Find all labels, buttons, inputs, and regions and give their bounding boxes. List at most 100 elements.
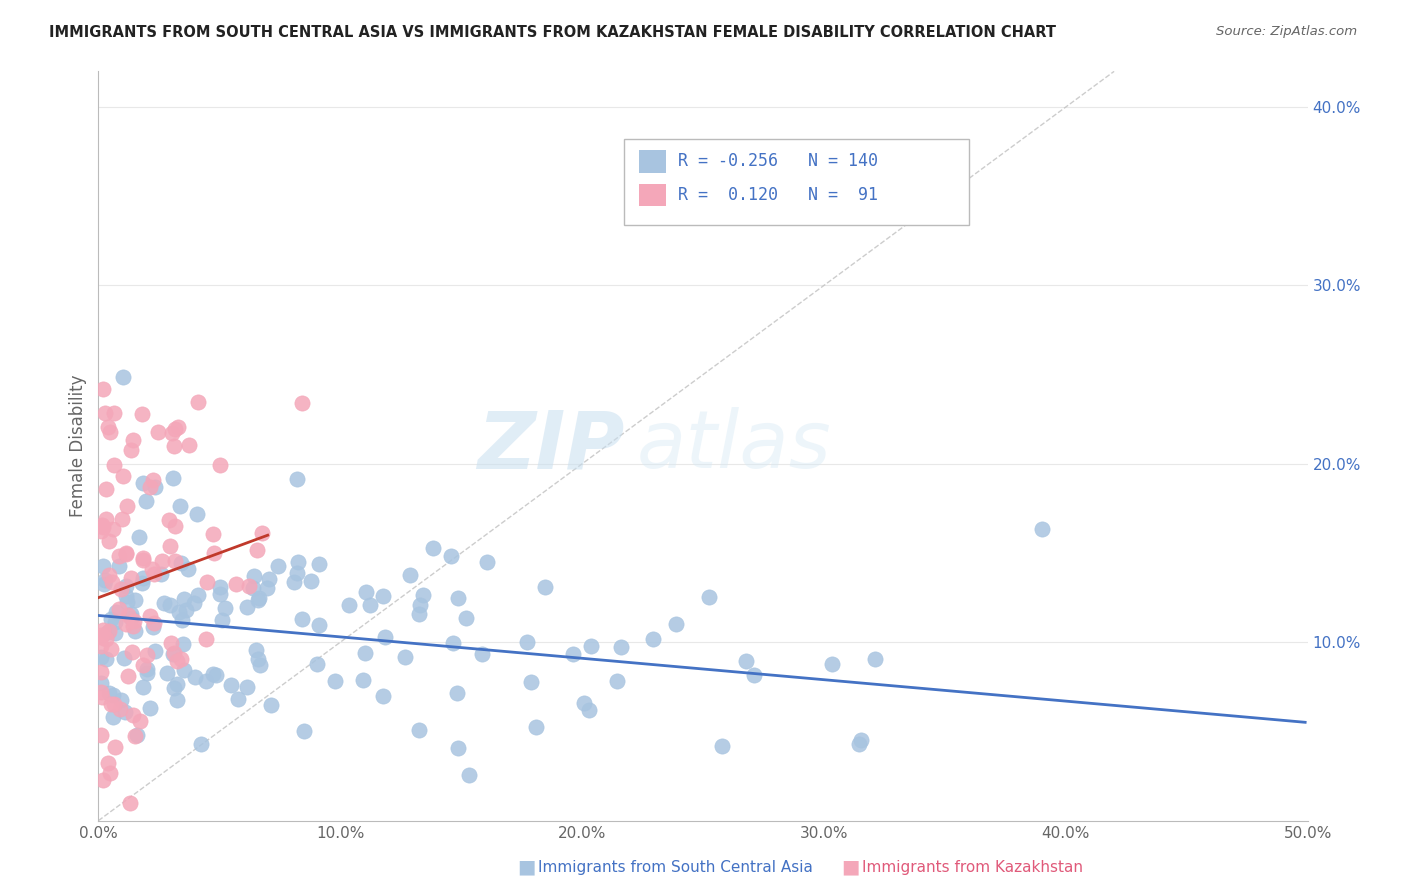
Point	[202, 546, 225, 560]
Point	[98, 425, 121, 439]
Point	[267, 558, 290, 573]
Point	[115, 589, 138, 603]
Point	[159, 539, 181, 553]
Point	[120, 442, 142, 457]
Point	[121, 645, 143, 659]
Point	[197, 574, 219, 589]
Point	[136, 648, 159, 663]
Point	[246, 652, 269, 666]
Point	[104, 626, 127, 640]
Point	[138, 479, 160, 493]
Point	[94, 406, 117, 420]
Point	[100, 612, 122, 626]
Point	[131, 575, 153, 590]
Point	[183, 596, 205, 610]
Point	[371, 589, 394, 603]
Point	[422, 541, 444, 556]
Point	[117, 607, 139, 622]
Point	[163, 646, 186, 660]
Point	[131, 475, 153, 490]
Point	[131, 407, 153, 421]
Point	[115, 548, 138, 562]
Point	[194, 632, 217, 646]
Point	[337, 598, 360, 612]
Point	[160, 426, 183, 441]
Point	[132, 571, 155, 585]
Point	[94, 651, 117, 665]
Point	[100, 642, 122, 657]
Point	[211, 613, 233, 627]
Point	[1031, 522, 1053, 536]
Point	[142, 566, 165, 581]
Point	[90, 650, 112, 665]
Point	[150, 554, 173, 568]
Point	[143, 644, 166, 658]
Point	[848, 737, 870, 751]
Point	[93, 577, 115, 591]
Point	[174, 603, 197, 617]
Point	[578, 703, 600, 717]
Point	[156, 665, 179, 680]
Point	[101, 688, 124, 702]
Point	[163, 553, 186, 567]
Point	[606, 674, 628, 689]
Point	[292, 723, 315, 738]
Point	[285, 472, 308, 486]
Point	[409, 598, 432, 612]
Point	[285, 566, 308, 580]
FancyBboxPatch shape	[638, 150, 665, 172]
Point	[208, 587, 231, 601]
Point	[477, 555, 499, 569]
Point	[456, 611, 478, 625]
Point	[122, 619, 145, 633]
Point	[132, 680, 155, 694]
Point	[742, 668, 765, 682]
Point	[90, 630, 112, 644]
Point	[247, 593, 270, 607]
Point	[516, 635, 538, 649]
Point	[352, 673, 374, 687]
Point	[257, 572, 280, 586]
Point	[710, 739, 733, 753]
Point	[104, 615, 127, 629]
Point	[371, 689, 394, 703]
Text: ■: ■	[517, 857, 536, 877]
Point	[139, 700, 162, 714]
Text: Immigrants from South Central Asia: Immigrants from South Central Asia	[538, 860, 814, 874]
Point	[291, 612, 314, 626]
Point	[205, 668, 228, 682]
Point	[291, 396, 314, 410]
Point	[132, 550, 155, 565]
Point	[143, 480, 166, 494]
Point	[103, 522, 125, 536]
Point	[132, 553, 155, 567]
Point	[572, 696, 595, 710]
Point	[100, 575, 122, 590]
Point	[245, 642, 267, 657]
Point	[665, 616, 688, 631]
Point	[90, 675, 112, 690]
Point	[142, 620, 165, 634]
Point	[308, 618, 330, 632]
Point	[177, 438, 200, 452]
Point	[108, 602, 131, 616]
Text: Source: ZipAtlas.com: Source: ZipAtlas.com	[1216, 25, 1357, 38]
Point	[104, 740, 127, 755]
Point	[100, 697, 122, 711]
Point	[104, 605, 127, 619]
Point	[103, 405, 125, 419]
Point	[177, 562, 200, 576]
Point	[170, 652, 193, 666]
Point	[398, 568, 420, 582]
Point	[96, 632, 118, 647]
Point	[91, 382, 114, 396]
Point	[91, 773, 114, 788]
Point	[187, 588, 209, 602]
Point	[114, 706, 136, 720]
Point	[124, 593, 146, 607]
Point	[697, 590, 720, 604]
Point	[225, 576, 247, 591]
Point	[165, 519, 187, 533]
Point	[235, 680, 257, 694]
Point	[157, 513, 180, 527]
